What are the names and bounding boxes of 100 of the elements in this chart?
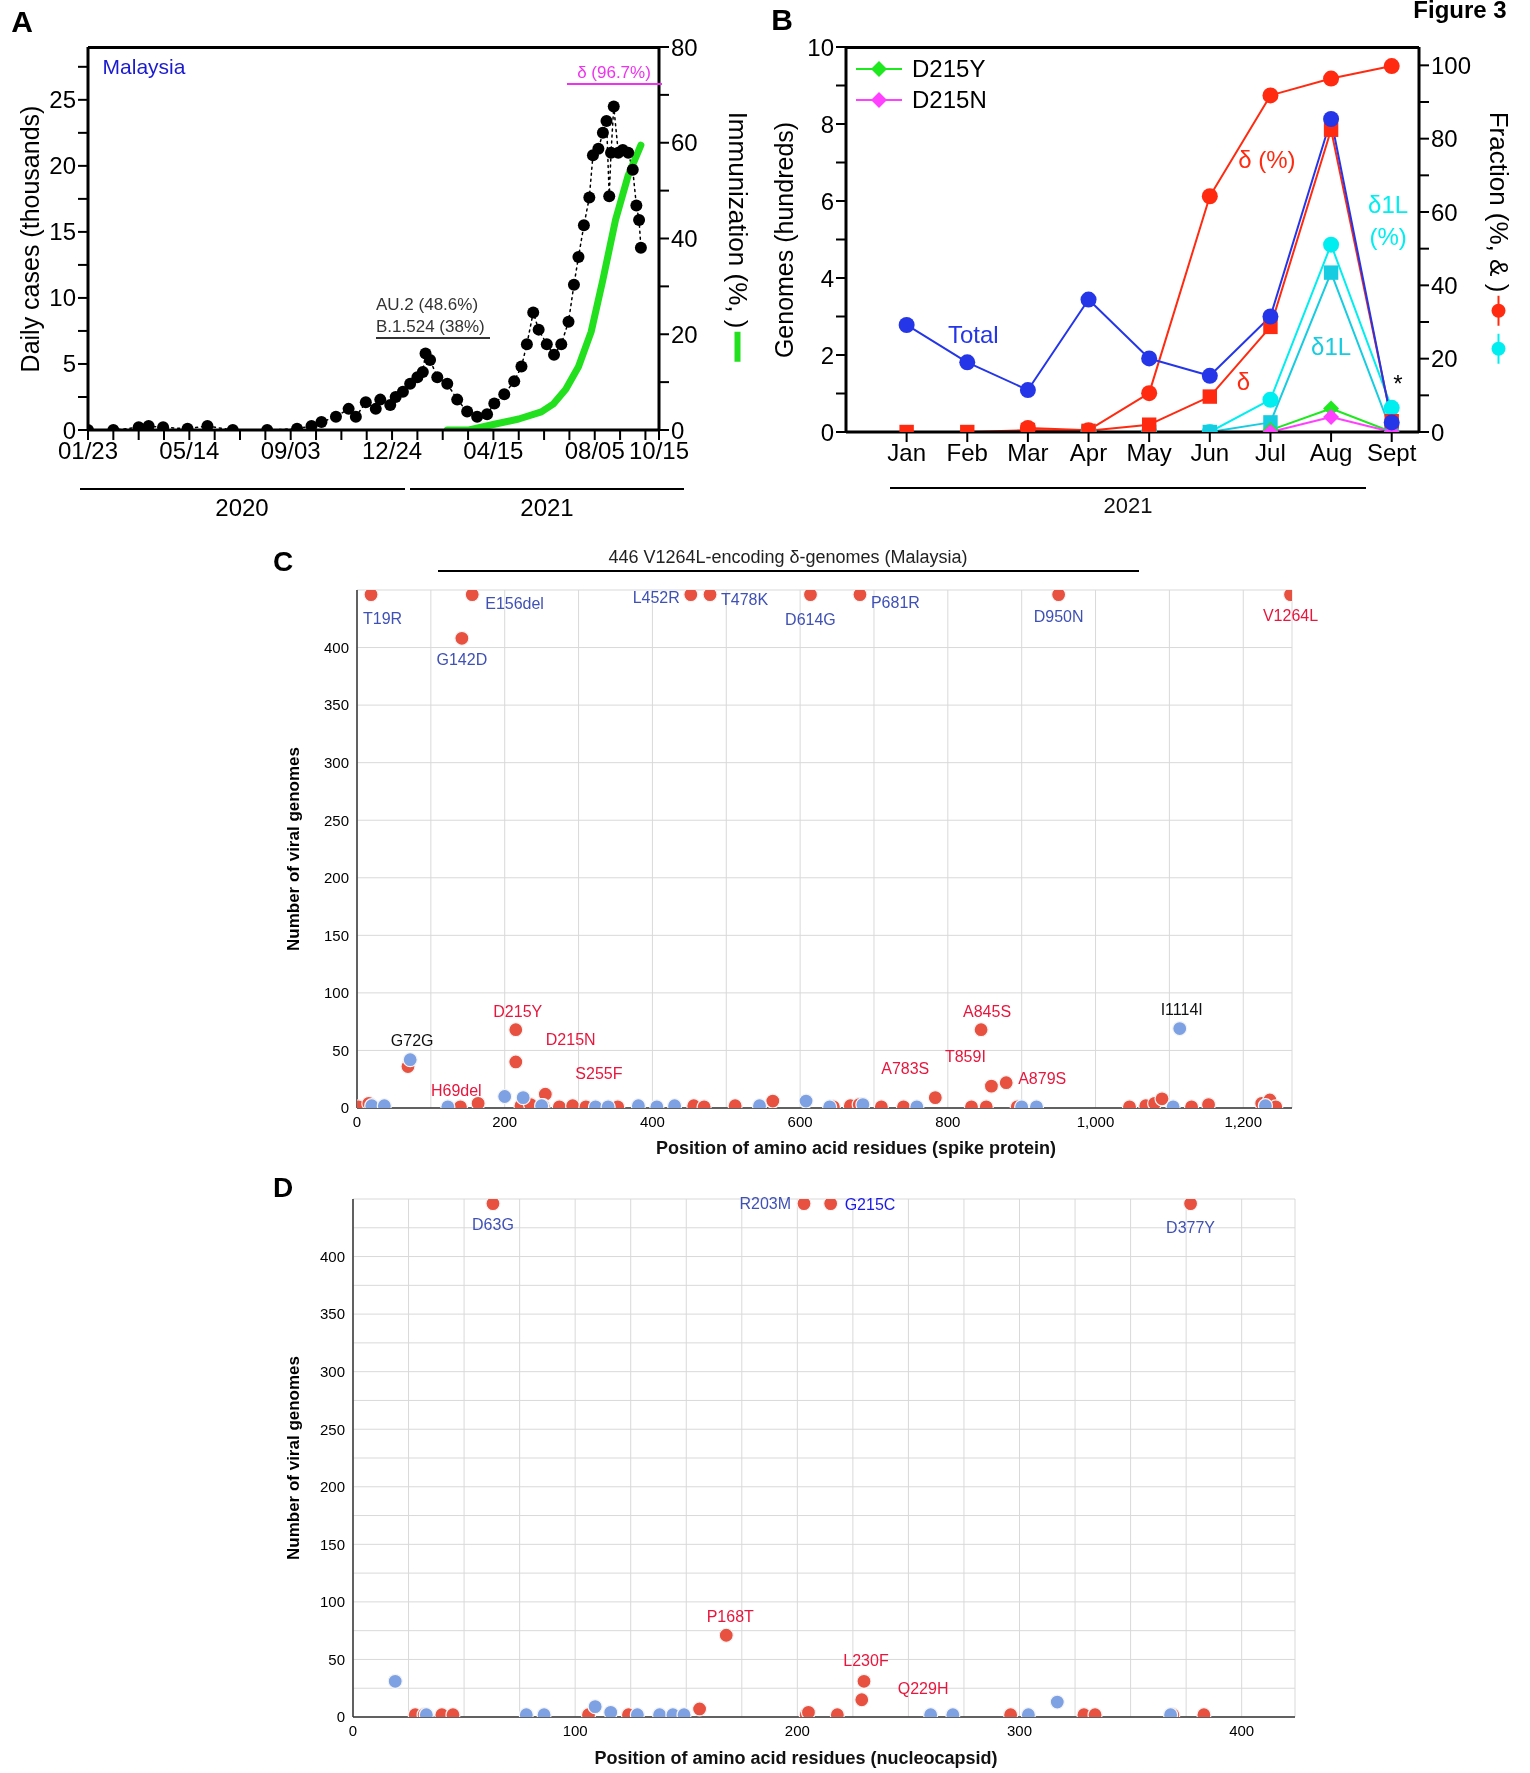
annotation: T859I <box>944 1047 986 1065</box>
x-tick-label: 09/03 <box>260 437 321 465</box>
x-tick-label: May <box>1126 439 1172 467</box>
text: A <box>11 5 33 39</box>
point <box>603 1704 619 1717</box>
point <box>1201 367 1218 384</box>
annotation: D614G <box>785 611 836 629</box>
x-tick-label: Jan <box>887 439 926 467</box>
point <box>898 316 915 333</box>
point <box>1202 389 1218 404</box>
y2-tick-label: 80 <box>1431 125 1458 153</box>
x-tick-label: 05/14 <box>159 437 220 465</box>
annotation: G142D <box>436 650 488 668</box>
series-label: Total <box>947 320 999 348</box>
y-axis-title: Number of viral genomes <box>284 746 304 952</box>
annotation: A845S <box>963 1003 1012 1021</box>
text: 2021 <box>410 488 684 522</box>
point <box>1141 417 1157 432</box>
point <box>796 1199 812 1212</box>
y-tick-label: 5 <box>62 350 76 378</box>
point <box>454 630 470 646</box>
point <box>1141 350 1158 367</box>
annotation: A879S <box>1018 1070 1067 1088</box>
point <box>1141 385 1158 402</box>
x-tick-label: 600 <box>787 1112 813 1130</box>
caption: Figure 3 <box>1413 0 1507 24</box>
annotation: D950N <box>1033 608 1084 626</box>
y2-tick-label: 40 <box>1431 271 1458 299</box>
point <box>1262 308 1279 325</box>
point <box>1323 408 1340 425</box>
point <box>959 354 976 371</box>
legend-label: D215N <box>912 85 987 114</box>
annotation: D377Y <box>1166 1219 1216 1237</box>
point <box>718 1627 734 1643</box>
x-tick-label: 200 <box>784 1721 810 1739</box>
y2-axis-title: Immunization (%, ) <box>721 111 753 328</box>
y2-tick-label: 20 <box>671 320 698 348</box>
annotation: I1114I <box>1160 1001 1203 1019</box>
y-tick-label: 2 <box>820 341 834 369</box>
x-tick-label: Aug <box>1309 439 1353 467</box>
x-tick-label: 04/15 <box>463 437 524 465</box>
point <box>1323 265 1339 280</box>
annotation: A783S <box>881 1060 930 1078</box>
text: C <box>272 546 294 578</box>
x-tick-label: 0 <box>352 1112 362 1130</box>
x-tick-label: 400 <box>1229 1721 1255 1739</box>
point <box>1262 87 1279 104</box>
y-tick-label: 250 <box>323 811 349 829</box>
annotation: B.1.524 (38%) <box>376 317 490 339</box>
y-tick-label: 150 <box>323 926 349 944</box>
y-tick-label: 350 <box>323 696 349 714</box>
annotation: D63G <box>472 1216 514 1234</box>
point <box>464 590 480 603</box>
annotation: L452R <box>632 589 680 607</box>
x-tick-label: 1,000 <box>1076 1112 1115 1130</box>
y-tick-label: 0 <box>820 418 834 446</box>
y2-tick-label: 60 <box>1431 198 1458 226</box>
y-tick-label: 10 <box>49 284 76 312</box>
annotation: Malaysia <box>102 55 186 79</box>
y-tick-label: 350 <box>319 1305 345 1323</box>
point <box>683 590 699 603</box>
y2-tick-label: 20 <box>1431 345 1458 373</box>
x-tick-label: 400 <box>639 1112 665 1130</box>
x-axis-title: 2021 <box>890 487 1366 519</box>
point <box>1051 590 1067 603</box>
point <box>1323 70 1340 87</box>
y-tick-label: 300 <box>319 1362 345 1380</box>
point <box>1383 399 1400 416</box>
point <box>823 1199 839 1212</box>
series-label: δ1L <box>1311 332 1352 360</box>
point <box>852 590 868 603</box>
y-tick-label: 100 <box>319 1593 345 1611</box>
series-label: δ1L (%) <box>1368 190 1409 250</box>
x-tick-label: 100 <box>562 1721 588 1739</box>
y-tick-label: 8 <box>820 110 834 138</box>
annotation: V1264L <box>1262 607 1319 625</box>
annotation: D215Y <box>493 1003 543 1021</box>
y-axis-title: Daily cases (thousands) <box>15 105 45 372</box>
x-axis-title: Position of amino acid residues (spike protein) <box>654 1138 1058 1159</box>
y-tick-label: 300 <box>323 753 349 771</box>
y-tick-label: 0 <box>336 1708 345 1726</box>
annotation: E156del <box>485 595 544 613</box>
annotation: G72G <box>390 1032 434 1050</box>
x-tick-label: Apr <box>1069 439 1108 467</box>
annotation: T478K <box>721 591 769 609</box>
y-tick-label: 200 <box>323 869 349 887</box>
y-tick-label: 0 <box>340 1099 349 1117</box>
text: 2020 <box>79 488 405 522</box>
text: B <box>771 3 793 37</box>
annotation: T19R <box>363 610 403 628</box>
y-tick-label: 15 <box>49 218 76 246</box>
y-tick-label: 25 <box>49 86 76 114</box>
y-tick-label: 50 <box>332 1041 349 1059</box>
series-label: δ <box>1236 367 1251 395</box>
x-tick-label: Sept <box>1367 439 1417 467</box>
annotation: R203M <box>739 1195 791 1213</box>
y-tick-label: 250 <box>319 1420 345 1438</box>
annotation: H69del <box>430 1082 482 1100</box>
y2-tick-label: 0 <box>1431 418 1445 446</box>
point <box>856 1673 872 1689</box>
